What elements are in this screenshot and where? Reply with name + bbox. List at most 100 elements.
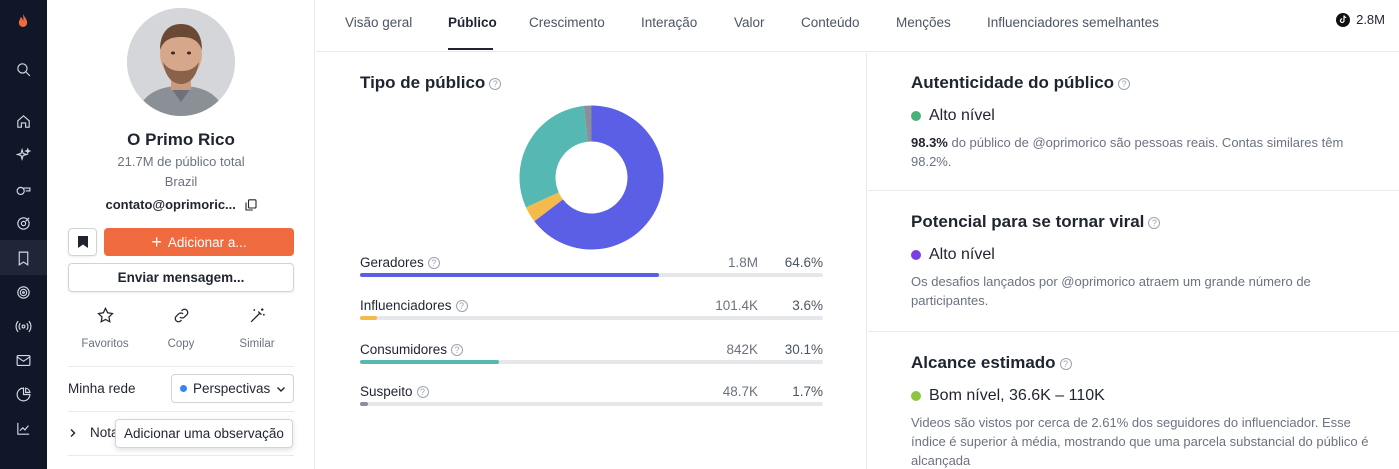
audience-type-title: Tipo de público: [360, 73, 486, 92]
bookmark-button[interactable]: [68, 228, 97, 256]
audience-type-heading: Tipo de público?: [360, 73, 502, 93]
viral-heading: Potencial para se tornar viral?: [911, 212, 1161, 232]
divider: [68, 455, 294, 456]
authenticity-title: Autenticidade do público: [911, 73, 1115, 92]
tiktok-icon: [1336, 12, 1351, 27]
profile-email: contato@oprimoric...: [105, 197, 236, 212]
magic-wand-icon: [250, 308, 265, 323]
authenticity-heading: Autenticidade do público?: [911, 73, 1131, 93]
progress-fill: [360, 273, 660, 277]
plus-icon: +: [151, 232, 162, 252]
profile-panel: O Primo Rico 21.7M de público total Braz…: [47, 0, 315, 469]
active-tab-indicator: [448, 48, 493, 50]
tab-value[interactable]: Valor: [734, 15, 765, 30]
mail-icon[interactable]: [11, 348, 35, 372]
app-sidebar: [0, 0, 47, 469]
authenticity-description: 98.3% do público de @oprimorico são pess…: [911, 135, 1344, 169]
audience-row-percent: 1.7%: [792, 384, 823, 399]
link-icon: [174, 308, 188, 323]
radar-icon[interactable]: [11, 280, 35, 304]
follower-count-value: 2.8M: [1356, 12, 1385, 27]
whistle-icon[interactable]: [11, 177, 35, 201]
audience-row-label: Consumidores?: [360, 342, 464, 357]
help-icon[interactable]: ?: [451, 344, 464, 356]
network-label: Minha rede: [68, 381, 136, 396]
divider: [68, 366, 294, 367]
add-note-tooltip[interactable]: Adicionar uma observação: [115, 419, 293, 448]
tab-growth[interactable]: Crescimento: [529, 15, 605, 30]
donut-slice-2: [519, 105, 588, 208]
viral-title: Potencial para se tornar viral: [911, 212, 1145, 231]
audience-row-count: 1.8M: [727, 255, 758, 270]
chevron-right-icon: [70, 428, 76, 437]
broadcast-icon[interactable]: [11, 314, 35, 338]
progress-track: [360, 316, 823, 320]
authenticity-card: Autenticidade do público? Alto nível 98.…: [868, 53, 1399, 191]
audience-row-label: Suspeito?: [360, 384, 429, 399]
divider: [68, 411, 294, 412]
audience-row-label: Geradores?: [360, 255, 440, 270]
bookmark-nav-icon[interactable]: [11, 246, 35, 270]
tab-overview[interactable]: Visão geral: [345, 15, 413, 30]
help-icon[interactable]: ?: [1148, 217, 1161, 229]
donut-slice-3: [583, 105, 592, 142]
progress-track: [360, 360, 823, 364]
favorites-label: Favoritos: [81, 338, 129, 350]
star-icon: [96, 306, 114, 323]
network-select[interactable]: Perspectivas: [171, 374, 294, 403]
viral-potential-card: Potencial para se tornar viral? Alto nív…: [868, 192, 1399, 332]
sparkles-icon[interactable]: [11, 143, 35, 167]
tab-bar: Visão geral Público Crescimento Interaçã…: [316, 0, 1399, 52]
tab-content[interactable]: Conteúdo: [801, 15, 860, 30]
audience-row-label: Influenciadores?: [360, 298, 468, 313]
help-icon[interactable]: ?: [427, 257, 440, 269]
follower-count: 2.8M: [1336, 12, 1385, 27]
help-icon[interactable]: ?: [455, 300, 468, 312]
level-dot: [911, 391, 921, 401]
tab-similar-influencers[interactable]: Influenciadores semelhantes: [987, 15, 1159, 30]
profile-name: O Primo Rico: [127, 130, 235, 149]
bookmark-icon: [77, 236, 88, 248]
similar-action[interactable]: Similar: [222, 306, 292, 350]
help-icon[interactable]: ?: [489, 78, 502, 90]
profile-country: Brazil: [164, 174, 198, 189]
search-icon[interactable]: [11, 57, 35, 81]
reach-heading: Alcance estimado?: [911, 353, 1072, 373]
reach-level: Bom nível, 36.6K – 110K: [911, 387, 1105, 405]
target-check-icon[interactable]: [11, 211, 35, 235]
progress-track: [360, 402, 823, 406]
audience-row-percent: 64.6%: [784, 255, 823, 270]
home-icon[interactable]: [11, 109, 35, 133]
notes-toggle[interactable]: Nota: [68, 425, 119, 440]
audience-type-panel: Tipo de público? Geradores? 1.8M 64.6% I…: [316, 53, 867, 469]
tab-mentions[interactable]: Menções: [896, 15, 951, 30]
donut-slice-0: [534, 105, 664, 250]
audience-row-generators: Geradores? 1.8M 64.6%: [360, 255, 823, 285]
copy-link-action[interactable]: Copy: [146, 306, 216, 350]
copy-icon[interactable]: [244, 199, 257, 211]
favorites-action[interactable]: Favoritos: [70, 306, 140, 350]
help-icon[interactable]: ?: [1059, 358, 1072, 370]
add-to-list-button[interactable]: + Adicionar a...: [104, 228, 294, 256]
viral-description: Os desafios lançados por @oprimorico atr…: [911, 274, 1311, 308]
pie-chart-icon[interactable]: [11, 382, 35, 406]
brand-flame-icon[interactable]: [11, 10, 35, 34]
trend-chart-icon[interactable]: [11, 416, 35, 440]
audience-row-count: 842K: [726, 342, 758, 357]
donut-slice-1: [525, 192, 563, 222]
audience-row-consumers: Consumidores? 842K 30.1%: [360, 342, 823, 372]
chevron-down-icon: [277, 386, 286, 392]
progress-fill: [360, 316, 377, 320]
tab-audience[interactable]: Público: [448, 15, 497, 30]
similar-label: Similar: [239, 338, 275, 350]
audience-donut-chart: [519, 105, 664, 250]
profile-audience-total: 21.7M de público total: [117, 154, 245, 169]
send-message-button[interactable]: Enviar mensagem...: [68, 263, 294, 292]
audience-row-count: 48.7K: [722, 384, 758, 399]
audience-row-percent: 3.6%: [792, 298, 823, 313]
profile-email-row: contato@oprimoric...: [47, 197, 315, 212]
help-icon[interactable]: ?: [1118, 78, 1131, 90]
tab-engagement[interactable]: Interação: [641, 15, 698, 30]
help-icon[interactable]: ?: [416, 386, 429, 398]
audience-row-percent: 30.1%: [784, 342, 823, 357]
